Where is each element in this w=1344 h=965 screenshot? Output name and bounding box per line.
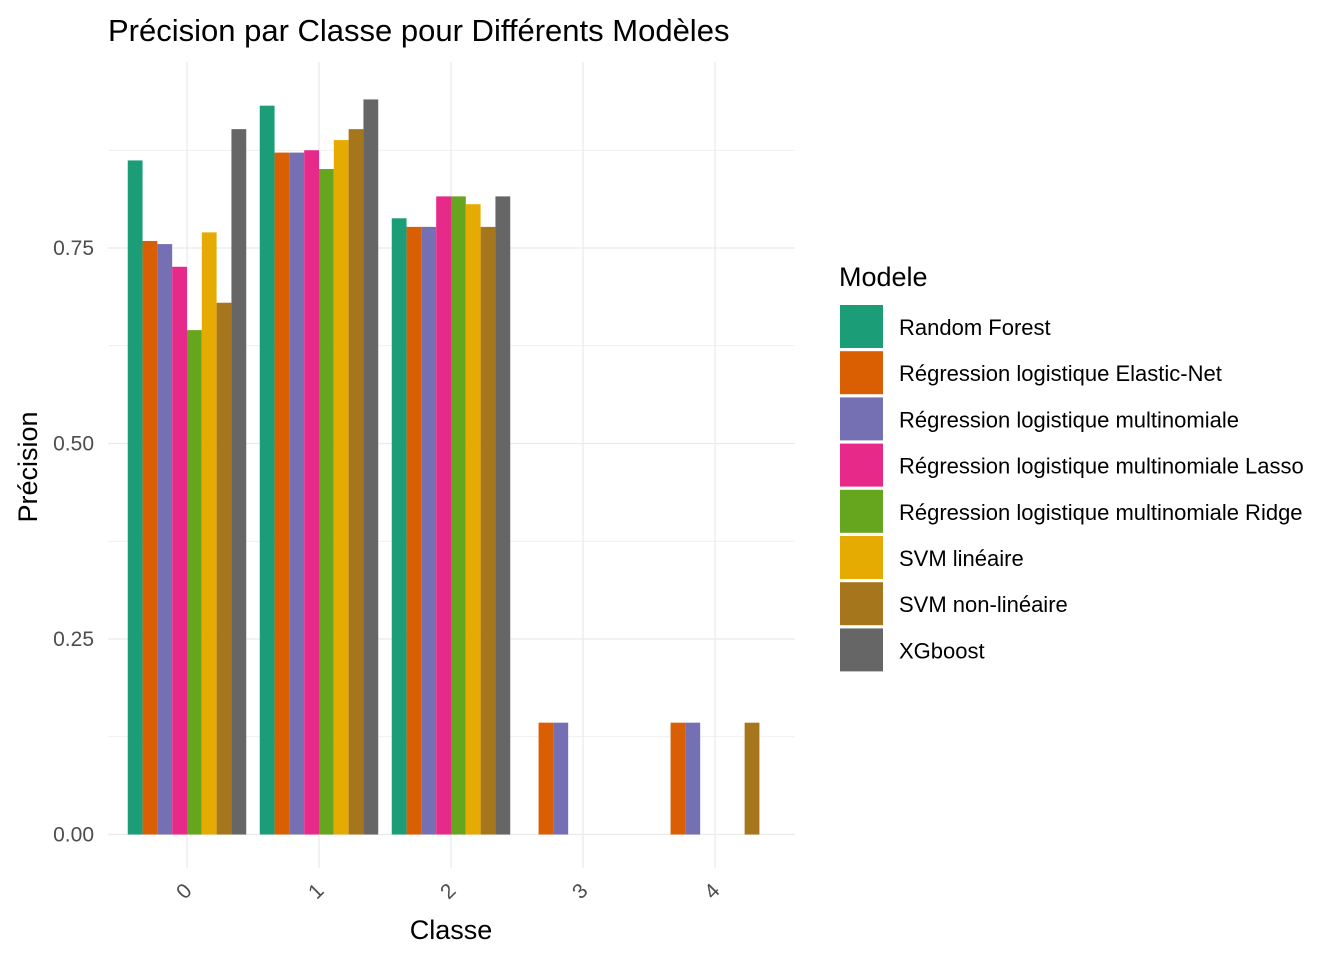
bar [274,152,290,835]
legend-label: Régression logistique multinomiale [899,407,1239,432]
bar [201,232,217,835]
y-tick-label: 0.75 [53,237,94,260]
bar [216,302,232,835]
legend-swatch [840,536,883,579]
legend-label: Régression logistique multinomiale Lasso [899,454,1304,479]
bar [319,169,334,835]
x-tick-label: 0 [172,879,197,904]
bar [187,330,202,835]
legend-swatch [840,443,883,487]
y-tick-label: 0.50 [53,433,94,456]
bar [363,99,379,835]
legend-label: Régression logistique multinomiale Ridge [899,500,1303,525]
bar [685,722,701,835]
bar [465,204,481,835]
legend-swatch [840,397,883,441]
y-tick-label: 0.00 [53,824,94,847]
legend-label: Régression logistique Elastic-Net [899,361,1222,386]
bar [231,129,247,835]
legend: Modele Random Forest Régression logistiqu… [839,262,1304,672]
bar [406,226,422,835]
bar [495,196,511,835]
chart-title: Précision par Classe pour Différents Mod… [108,13,729,48]
bar [333,140,349,835]
x-axis-label: Classe [410,915,493,945]
legend-label: SVM non-linéaire [899,592,1068,617]
y-tick-label: 0.25 [53,628,94,651]
bar [421,226,437,835]
legend-items: Random Forest Régression logistique Elast… [840,305,1304,672]
legend-label: SVM linéaire [899,546,1024,571]
legend-title: Modele [839,262,928,292]
legend-label: Random Forest [899,315,1051,340]
legend-label: XGboost [899,638,985,663]
x-tick-label: 3 [568,879,593,904]
legend-swatch [840,489,883,533]
bar [538,722,554,835]
legend-swatch [840,305,883,348]
x-tick-label: 2 [436,879,461,904]
bar [142,240,158,835]
bar [127,160,143,835]
bar [348,129,364,835]
legend-swatch [840,582,883,626]
bar [451,196,466,835]
bar [670,722,686,835]
bar [553,722,569,835]
bar [480,226,496,835]
bar [744,722,760,835]
bar [391,218,407,835]
bar [304,150,319,835]
bar [436,196,451,835]
bars-group [127,99,760,835]
x-tick-label: 4 [700,879,725,904]
bar [259,105,275,835]
bar [157,244,173,835]
bar [289,152,305,835]
bar [172,266,187,835]
legend-swatch [840,351,883,395]
x-tick-label: 1 [304,879,329,904]
y-tick-labels: 0.00 0.25 0.50 0.75 [53,237,94,847]
y-axis-label: Précision [13,411,43,522]
x-tick-labels: 0 1 2 3 4 [172,879,725,904]
legend-swatch [840,628,883,672]
